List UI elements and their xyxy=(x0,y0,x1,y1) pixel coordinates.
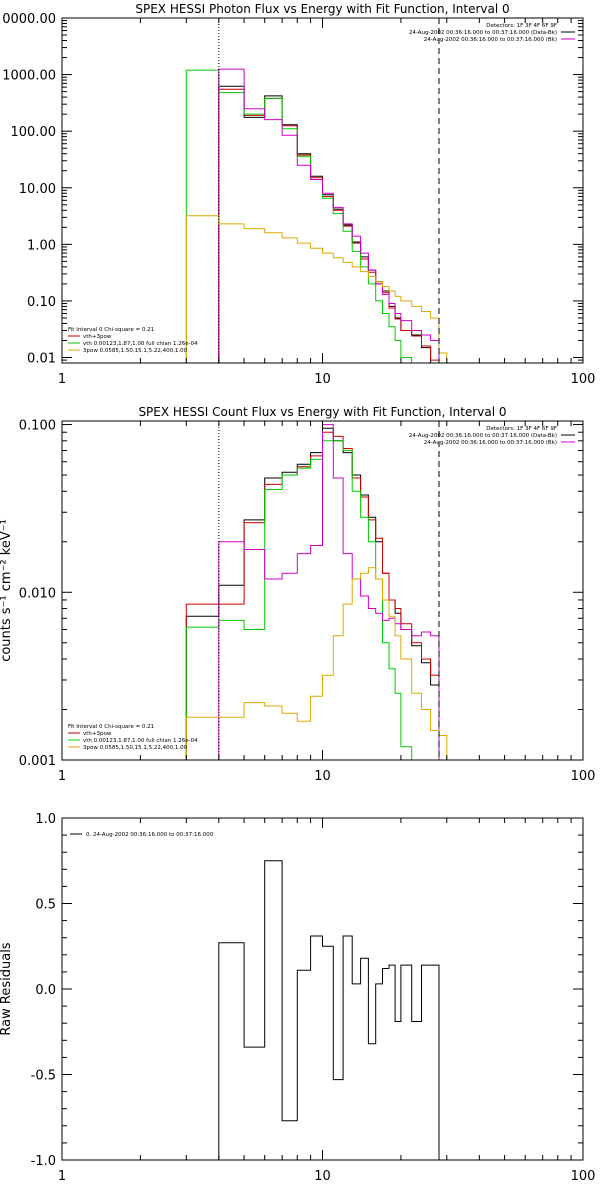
x-tick-label: 100 xyxy=(571,769,596,784)
x-tick-label: 1 xyxy=(58,1169,66,1184)
legend-entry: 3pow 0.0585,1.50,15.1,5.22,400,1.00 xyxy=(83,745,188,751)
chart-title: SPEX HESSI Count Flux vs Energy with Fit… xyxy=(138,405,506,419)
x-tick-label: 1 xyxy=(58,372,66,387)
series-line-2 xyxy=(218,88,440,363)
y-tick-label: 1000.00 xyxy=(2,69,56,84)
chart-title: SPEX HESSI Photon Flux vs Energy with Fi… xyxy=(135,2,509,16)
series-line-1 xyxy=(218,85,440,363)
x-tick-label: 100 xyxy=(571,1169,596,1184)
chart-panel-3: Raw Residuals 1 10 100 -1.0 -0.5 0.0 0.5 1.0 0. 2… xyxy=(0,812,595,1184)
header-line: 24-Aug-2002 00:36:16.000 to 00:37:16.000… xyxy=(424,440,557,446)
y-tick-label: 1.00 xyxy=(27,238,56,253)
y-tick-label: 0.5 xyxy=(35,898,56,913)
y-tick-label: 0.010 xyxy=(19,586,56,601)
header-line: 24-Aug-2002 00:36:16.000 to 00:37:16.000… xyxy=(409,30,557,36)
y-tick-label: 0000.00 xyxy=(2,12,56,27)
y-axis-label: counts s⁻¹ cm⁻² keV⁻¹ xyxy=(0,519,14,662)
y-tick-label: 1.0 xyxy=(35,812,56,827)
legend-entry: vth 0.00123,1.87,1.00 full chian 1.26e-0… xyxy=(83,341,198,347)
y-tick-label: 0.100 xyxy=(19,419,56,434)
x-tick-label: 10 xyxy=(314,769,331,784)
y-tick-label: 100.00 xyxy=(11,125,57,140)
series-line-4 xyxy=(218,68,440,363)
series-group xyxy=(185,424,448,760)
chart-panel-2: SPEX HESSI Count Flux vs Energy with Fit… xyxy=(0,405,595,784)
x-tick-label: 1 xyxy=(58,769,66,784)
legend-entry: vth 0.00123,1.87,1.00 full chian 1.26e-0… xyxy=(83,738,198,744)
legend-entry: vth+3pow xyxy=(83,731,112,737)
plot-frame xyxy=(61,817,584,1161)
legend-entry: 3pow 0.0585,1.50,15.1,5.22,400,1.00 xyxy=(83,348,188,354)
y-tick-label: 0.10 xyxy=(27,295,56,310)
x-tick-label: 10 xyxy=(314,1169,331,1184)
y-tick-label: 0.001 xyxy=(19,754,56,769)
series-line-4 xyxy=(218,424,440,760)
y-tick-label: -0.5 xyxy=(31,1069,56,1084)
y-tick-label: 10.00 xyxy=(19,182,56,197)
series-line-1 xyxy=(218,860,440,1160)
y-axis-label: Raw Residuals xyxy=(0,942,14,1035)
series-line-3 xyxy=(185,440,413,760)
y-tick-label: 0.01 xyxy=(27,352,56,367)
fit-legend-title: Fit Interval 0 Chi-square = 0.21 xyxy=(68,327,154,333)
series-group xyxy=(218,860,440,1160)
header-line: 24-Aug-2002 00:36:16.000 to 00:37:16.000… xyxy=(424,37,557,43)
header-line: Detectors: 1F 3F 4F 6F 9F xyxy=(486,426,557,432)
header-line: Detectors: 1F 3F 4F 6F 9F xyxy=(486,23,557,29)
header-line: 24-Aug-2002 00:36:16.000 to 00:37:16.000… xyxy=(409,433,557,439)
y-tick-label: -1.0 xyxy=(31,1154,56,1169)
x-tick-label: 100 xyxy=(571,372,596,387)
series-group xyxy=(185,68,448,363)
series-line-5 xyxy=(185,215,448,363)
series-line-5 xyxy=(185,567,448,760)
legend-entry: 0. 24-Aug-2002 00:36:16.000 to 00:37:16.… xyxy=(86,832,214,838)
legend-entry: vth+3pow xyxy=(83,334,112,340)
y-tick-label: 0.0 xyxy=(35,983,56,998)
chart-panel-1: SPEX HESSI Photon Flux vs Energy with Fi… xyxy=(2,2,595,387)
fit-legend-title: Fit Interval 0 Chi-square = 0.21 xyxy=(68,724,154,730)
series-line-3 xyxy=(185,69,432,363)
x-tick-label: 10 xyxy=(314,372,331,387)
